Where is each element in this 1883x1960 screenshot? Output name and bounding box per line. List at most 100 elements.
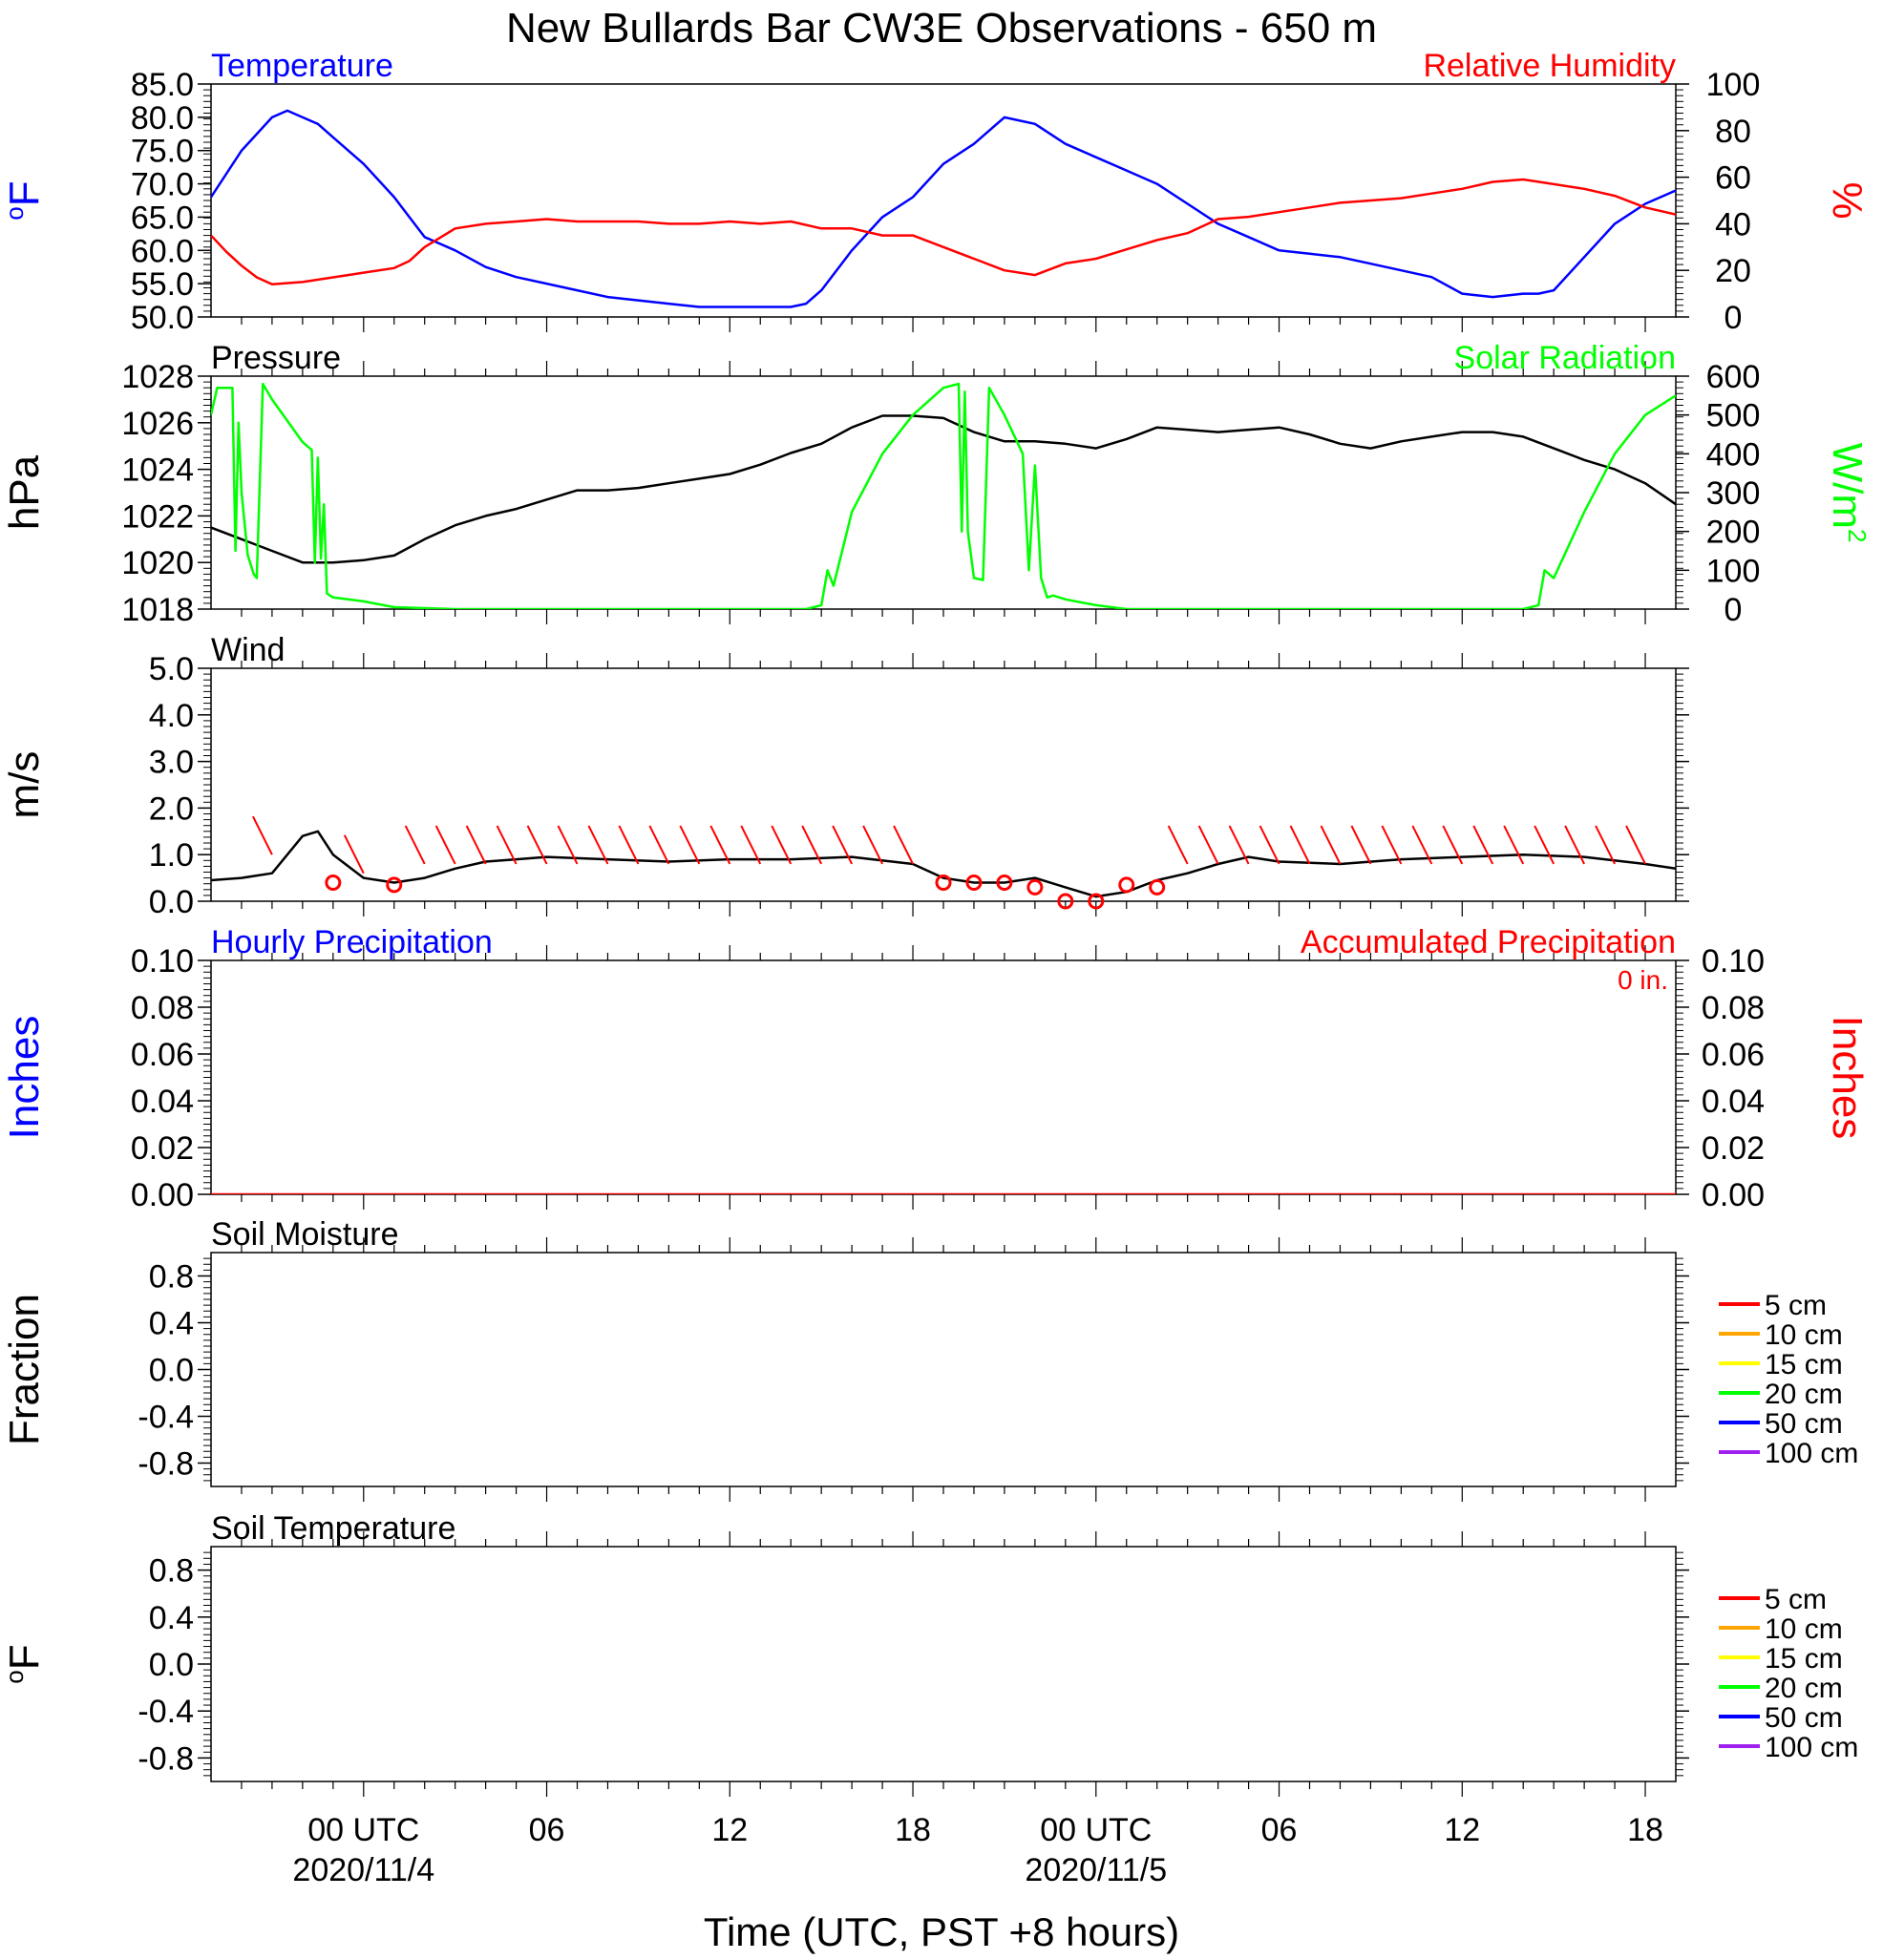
chart-title: New Bullards Bar CW3E Observations - 650… bbox=[506, 5, 1377, 52]
left-tick-label: 1024 bbox=[121, 453, 194, 489]
plot-frame bbox=[210, 375, 1677, 610]
wind-barb bbox=[862, 825, 883, 865]
legend-label: 50 cm bbox=[1765, 1408, 1843, 1440]
left-tick-label: 2.0 bbox=[149, 790, 194, 827]
panel-title-left: Soil Temperature bbox=[211, 1510, 455, 1547]
right-tick-label: 600 bbox=[1706, 359, 1761, 395]
left-tick-label: 0.08 bbox=[131, 990, 194, 1026]
panel-title-left: Wind bbox=[211, 632, 285, 668]
plot-frame bbox=[210, 959, 1677, 1195]
wind-barb bbox=[1625, 825, 1646, 865]
right-tick-label: 100 bbox=[1706, 67, 1761, 103]
left-tick-label: 5.0 bbox=[149, 651, 194, 687]
wind-calm-marker bbox=[965, 874, 983, 891]
right-tick-label: 0.10 bbox=[1702, 943, 1765, 980]
left-tick-label: 0.4 bbox=[149, 1600, 194, 1636]
legend-label: 15 cm bbox=[1765, 1643, 1843, 1675]
wind-calm-marker bbox=[1057, 893, 1074, 910]
left-tick-label: 1018 bbox=[121, 592, 194, 628]
y-axis-label-right-text: % bbox=[1824, 181, 1871, 219]
y-axis-label-right: W/m2 bbox=[1824, 443, 1872, 543]
right-tick-label: 0 bbox=[1724, 300, 1743, 336]
wind-calm-marker bbox=[1026, 878, 1044, 896]
left-tick-label: 60.0 bbox=[131, 233, 194, 269]
left-tick-label: 50.0 bbox=[131, 300, 194, 336]
y-axis-label-left: m/s bbox=[1, 751, 48, 819]
left-tick-label: 80.0 bbox=[131, 100, 194, 137]
x-tick-label: 18 bbox=[895, 1812, 931, 1848]
panel-title-left: Hourly Precipitation bbox=[211, 924, 493, 960]
panel-title-left: Pressure bbox=[211, 340, 341, 376]
wind-calm-marker bbox=[325, 874, 342, 891]
wind-barb bbox=[252, 815, 273, 855]
wind-barb bbox=[1228, 825, 1250, 865]
left-tick-label: 0.0 bbox=[149, 884, 194, 920]
accumulated-total: 0 in. bbox=[1618, 965, 1668, 995]
wind-barb bbox=[1534, 825, 1555, 865]
legend-label: 100 cm bbox=[1765, 1732, 1858, 1763]
y-axis-label-left-unit: F bbox=[1, 1644, 48, 1670]
x-tick-label: 00 UTC bbox=[307, 1812, 419, 1848]
y-axis-label-left-text: hPa bbox=[1, 454, 48, 530]
y-axis-label-right: % bbox=[1824, 181, 1871, 219]
x-date-label: 2020/11/4 bbox=[292, 1852, 434, 1888]
left-tick-label: 70.0 bbox=[131, 167, 194, 203]
panel-wind: 5.0 4.0 3.0 2.0 1.0 0.0 Wind m/s bbox=[1, 632, 1689, 920]
plot-frame bbox=[210, 667, 1677, 902]
wind-calm-marker bbox=[1088, 893, 1105, 910]
left-tick-label: 0.4 bbox=[149, 1306, 194, 1342]
left-tick-label: 0.0 bbox=[149, 1647, 194, 1683]
wind-barb bbox=[1472, 825, 1494, 865]
wind-barb bbox=[465, 825, 487, 865]
plot-frame bbox=[210, 1546, 1677, 1782]
y-axis-label-right: Inches bbox=[1824, 1016, 1871, 1140]
legend-label: 50 cm bbox=[1765, 1702, 1843, 1734]
left-tick-label: 1022 bbox=[121, 498, 194, 535]
wind-calm-marker bbox=[1149, 878, 1166, 896]
wind-barb bbox=[557, 825, 579, 865]
wind-calm-marker bbox=[1118, 876, 1135, 894]
y-axis-label-left-text: m/s bbox=[1, 751, 48, 819]
wind-barb bbox=[1350, 825, 1372, 865]
series-line-solar-radiation bbox=[211, 382, 1676, 609]
series-line-pressure bbox=[211, 414, 1676, 564]
left-tick-label: 0.10 bbox=[131, 943, 194, 980]
x-tick-label: 12 bbox=[711, 1812, 748, 1848]
y-axis-label-left: oF bbox=[0, 180, 48, 220]
wind-barb bbox=[1167, 825, 1189, 865]
wind-barb bbox=[618, 825, 640, 865]
x-tick-label: 12 bbox=[1444, 1812, 1480, 1848]
right-tick-label: 100 bbox=[1706, 553, 1761, 589]
x-axis-label: Time (UTC, PST +8 hours) bbox=[704, 1909, 1179, 1954]
left-tick-label: -0.4 bbox=[138, 1400, 194, 1436]
left-tick-label: 1020 bbox=[121, 545, 194, 581]
left-tick-label: 1.0 bbox=[149, 837, 194, 874]
left-tick-label: 1028 bbox=[121, 359, 194, 395]
wind-barb bbox=[1289, 825, 1311, 865]
wind-barb bbox=[832, 825, 854, 865]
left-tick-label: -0.8 bbox=[138, 1446, 194, 1483]
y-axis-label-left: Inches bbox=[1, 1016, 48, 1140]
wind-calm-marker bbox=[996, 874, 1013, 891]
wind-barb bbox=[893, 825, 914, 865]
series-line-temperature bbox=[211, 109, 1676, 308]
y-axis-label-left-text: Inches bbox=[1, 1016, 48, 1140]
y-axis-label-left-text: oF bbox=[0, 1644, 48, 1683]
right-tick-label: 0.04 bbox=[1702, 1084, 1765, 1120]
right-tick-label: 20 bbox=[1715, 253, 1751, 289]
panel-title-left: Soil Moisture bbox=[211, 1216, 399, 1253]
left-tick-label: 4.0 bbox=[149, 698, 194, 734]
wind-calm-marker bbox=[935, 874, 952, 891]
plot-frame bbox=[210, 1252, 1677, 1487]
right-tick-label: 0.08 bbox=[1702, 990, 1765, 1026]
x-date-label: 2020/11/5 bbox=[1025, 1852, 1167, 1888]
panel-title-left: Temperature bbox=[211, 48, 393, 84]
wind-barb bbox=[1411, 825, 1433, 865]
y-axis-label-left-unit: F bbox=[1, 180, 48, 206]
wind-barb bbox=[648, 825, 670, 865]
series-line-wind bbox=[211, 830, 1676, 898]
panel-pressure_solar: 1028 1026 1024 1022 1020 1018 6005004003002001… bbox=[1, 340, 1872, 628]
legend-label: 5 cm bbox=[1765, 1290, 1827, 1321]
legend-label: 5 cm bbox=[1765, 1584, 1827, 1615]
